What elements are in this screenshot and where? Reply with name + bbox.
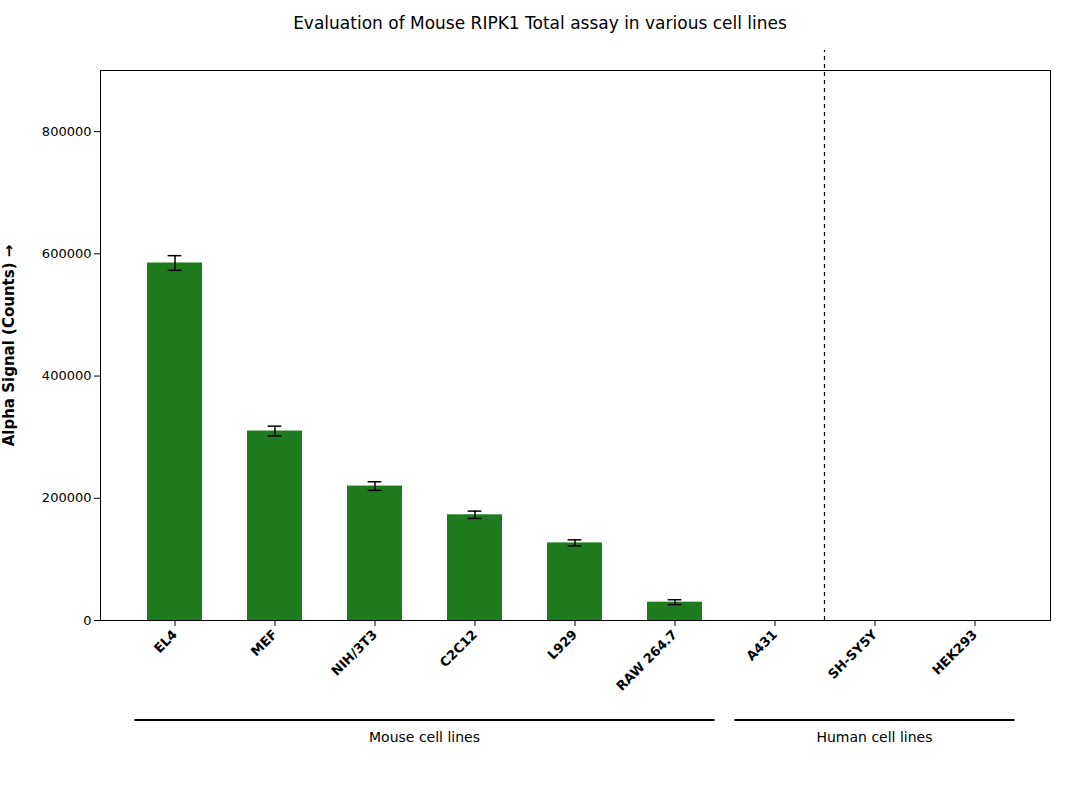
svg-text:RAW 264.7: RAW 264.7 — [613, 627, 680, 694]
svg-text:Alpha Signal (Counts) →: Alpha Signal (Counts) → — [0, 245, 18, 447]
svg-text:800000: 800000 — [42, 124, 92, 139]
svg-text:0: 0 — [83, 613, 91, 628]
svg-text:MEF: MEF — [248, 627, 280, 659]
svg-text:A431: A431 — [743, 627, 780, 664]
svg-text:Mouse cell lines: Mouse cell lines — [369, 729, 480, 745]
svg-text:600000: 600000 — [42, 246, 92, 261]
svg-text:200000: 200000 — [42, 490, 92, 505]
svg-text:NIH/3T3: NIH/3T3 — [328, 627, 380, 679]
svg-text:SH-SY5Y: SH-SY5Y — [825, 626, 880, 681]
html-text:Evaluation of Mouse RIPK1 Tota: Evaluation of Mouse RIPK1 Total assay in… — [293, 13, 787, 33]
svg-text:Human cell lines: Human cell lines — [816, 729, 932, 745]
svg-text:400000: 400000 — [42, 368, 92, 383]
svg-text:HEK293: HEK293 — [929, 627, 980, 678]
svg-text:L929: L929 — [544, 627, 580, 663]
svg-text:C2C12: C2C12 — [437, 627, 480, 670]
svg-text:EL4: EL4 — [151, 627, 180, 656]
